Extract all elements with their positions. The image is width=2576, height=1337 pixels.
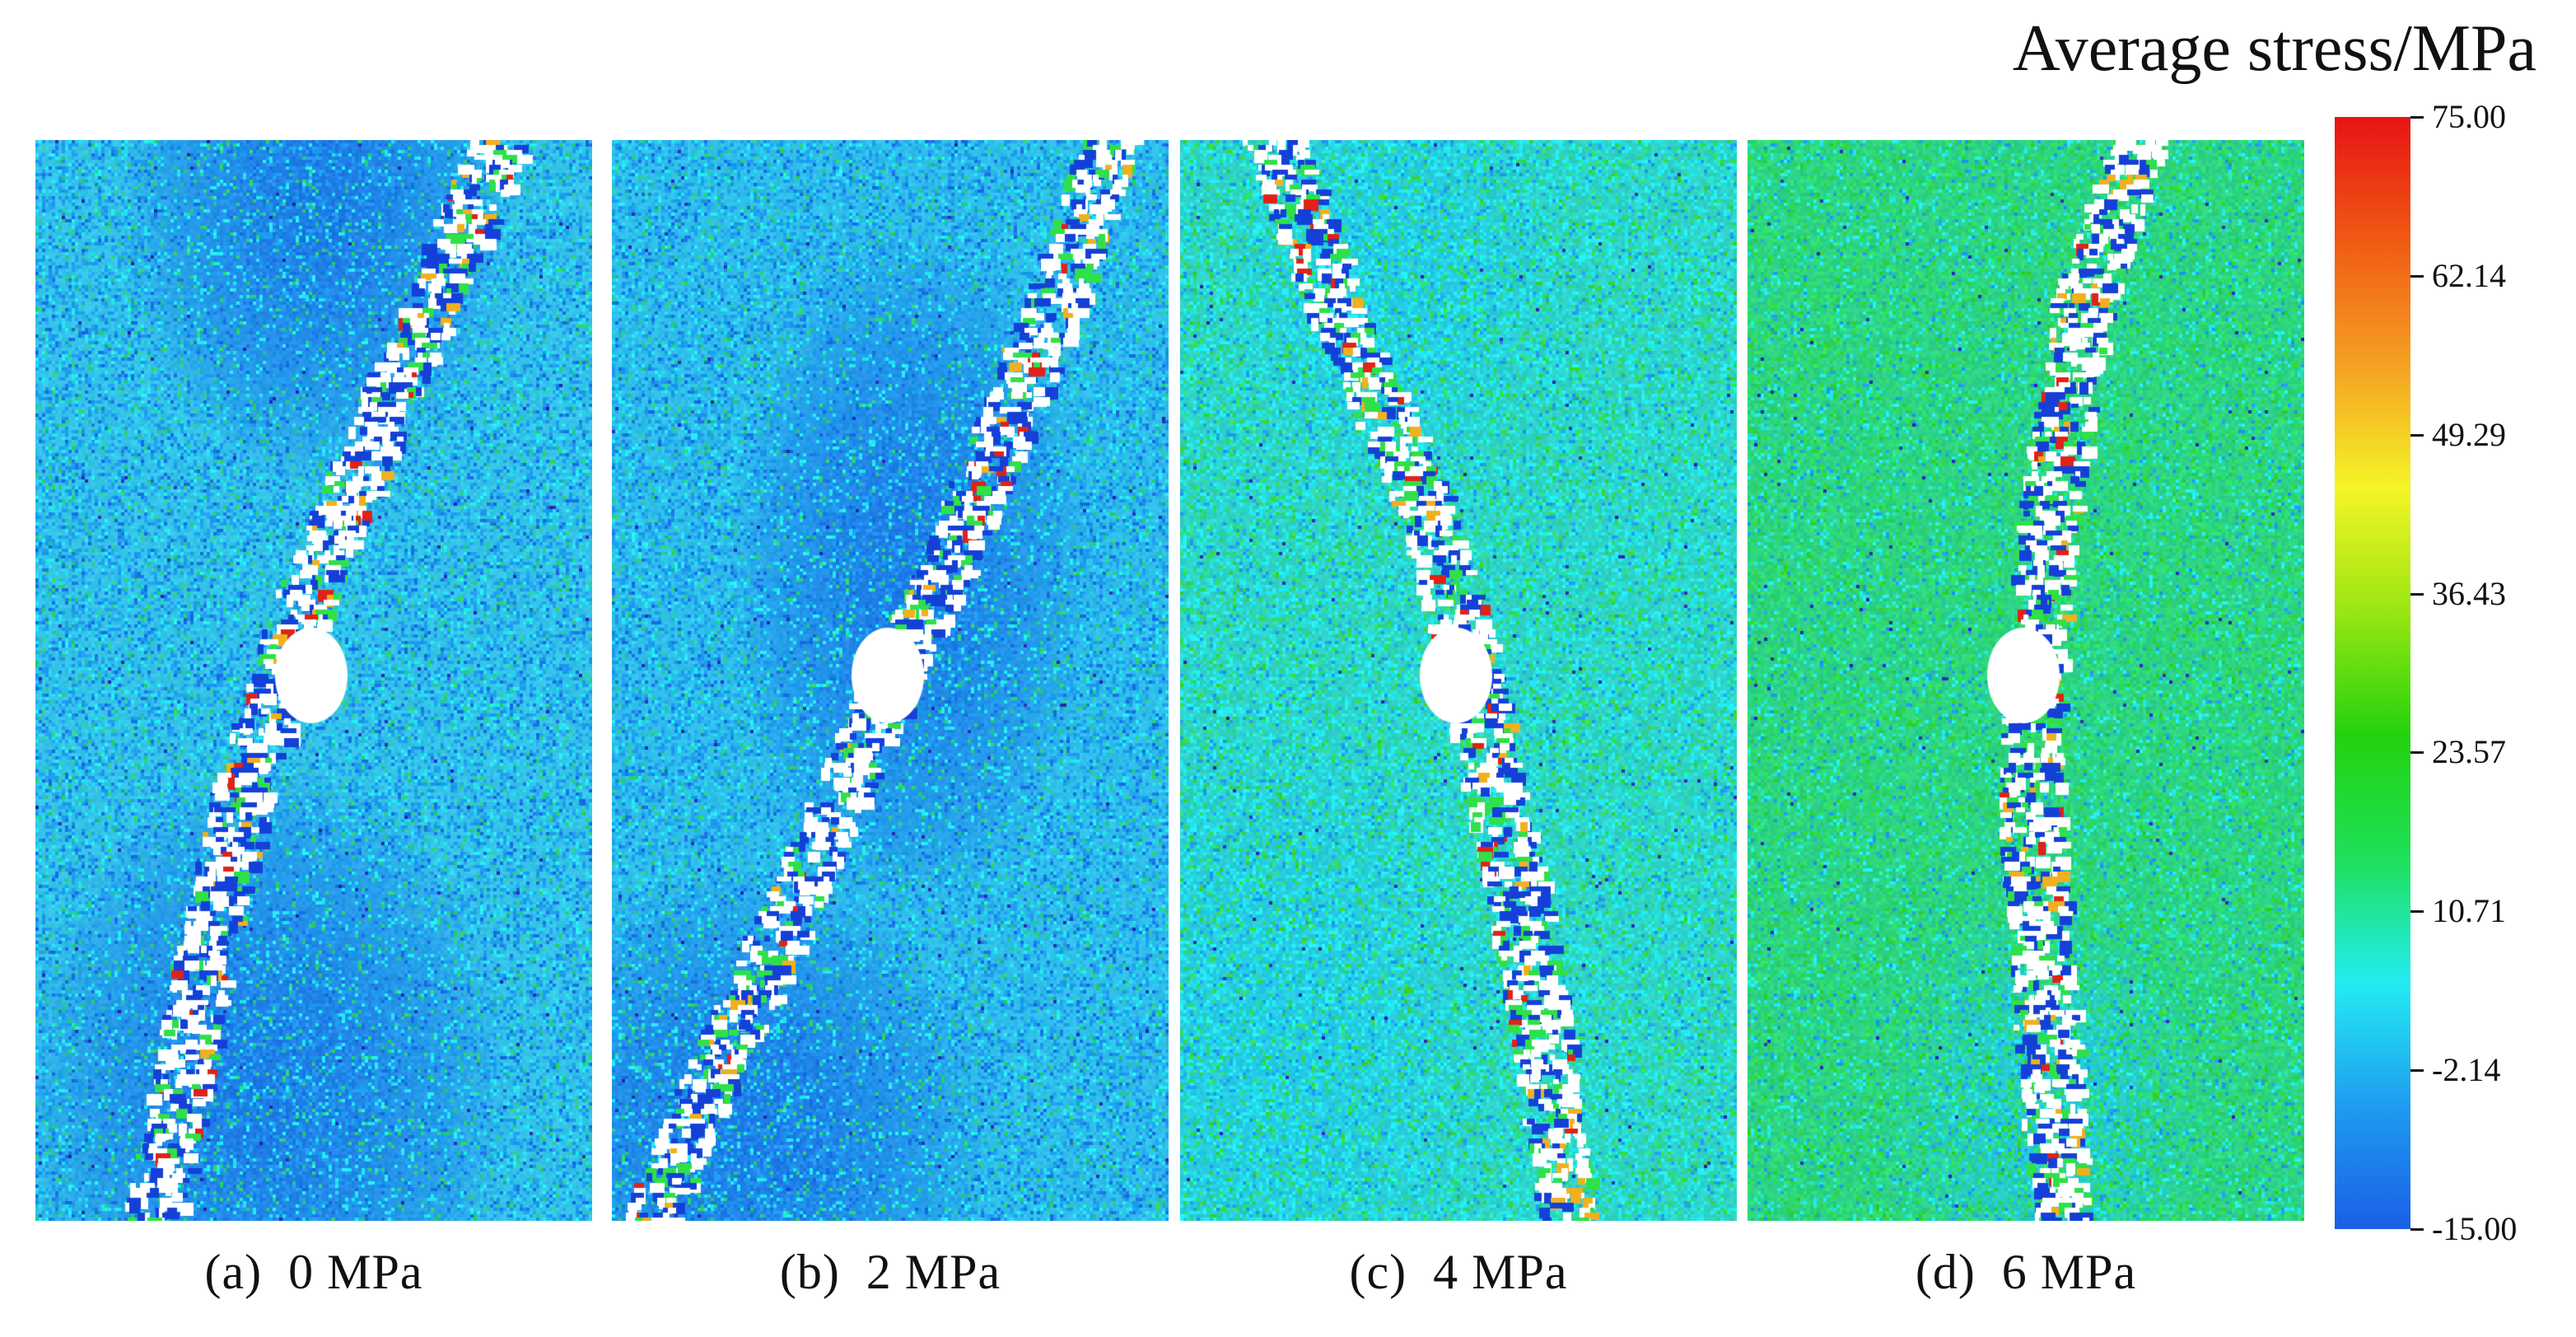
tick-label: 36.43 [2432,574,2506,612]
tick-mark [2410,116,2424,119]
tick-label: 49.29 [2432,415,2506,453]
panel-d-caption: (d) 6 MPa [1915,1245,2137,1299]
tick-mark [2410,433,2424,437]
tick-label: 75.00 [2432,98,2506,135]
colorbar-ticks: 75.00 62.14 49.29 36.43 23.57 10.71 -2.1… [2410,98,2559,1247]
panel-d-contour-image [1748,140,2304,1221]
tick-mark [2410,592,2424,596]
panel-c-caption: (c) 4 MPa [1349,1245,1568,1299]
colorbar-gradient [2335,117,2410,1229]
tick-mark [2410,751,2424,755]
panel-d-stress-field [1748,140,2304,1221]
tick-label: -15.00 [2432,1210,2518,1247]
tick-label: 62.14 [2432,256,2506,294]
panel-c-stress-field [1180,140,1737,1221]
panel-b-stress-field [612,140,1169,1221]
panel-b-caption: (b) 2 MPa [779,1245,1001,1299]
panel-a-stress-field [35,140,592,1221]
tick-label: 23.57 [2432,733,2506,771]
tick-mark [2410,1228,2424,1231]
panel-c-contour-image [1180,140,1737,1221]
panel-b-contour-image [612,140,1169,1221]
colorbar [2335,117,2410,1229]
tick-label: 10.71 [2432,892,2506,930]
panel-a-contour-image [35,140,592,1221]
tick-label: -2.14 [2432,1051,2501,1089]
tick-mark [2410,1069,2424,1073]
tick-mark [2410,274,2424,278]
colorbar-title: Average stress/MPa [2012,12,2536,85]
panel-a-caption: (a) 0 MPa [204,1245,423,1299]
tick-mark [2410,910,2424,914]
